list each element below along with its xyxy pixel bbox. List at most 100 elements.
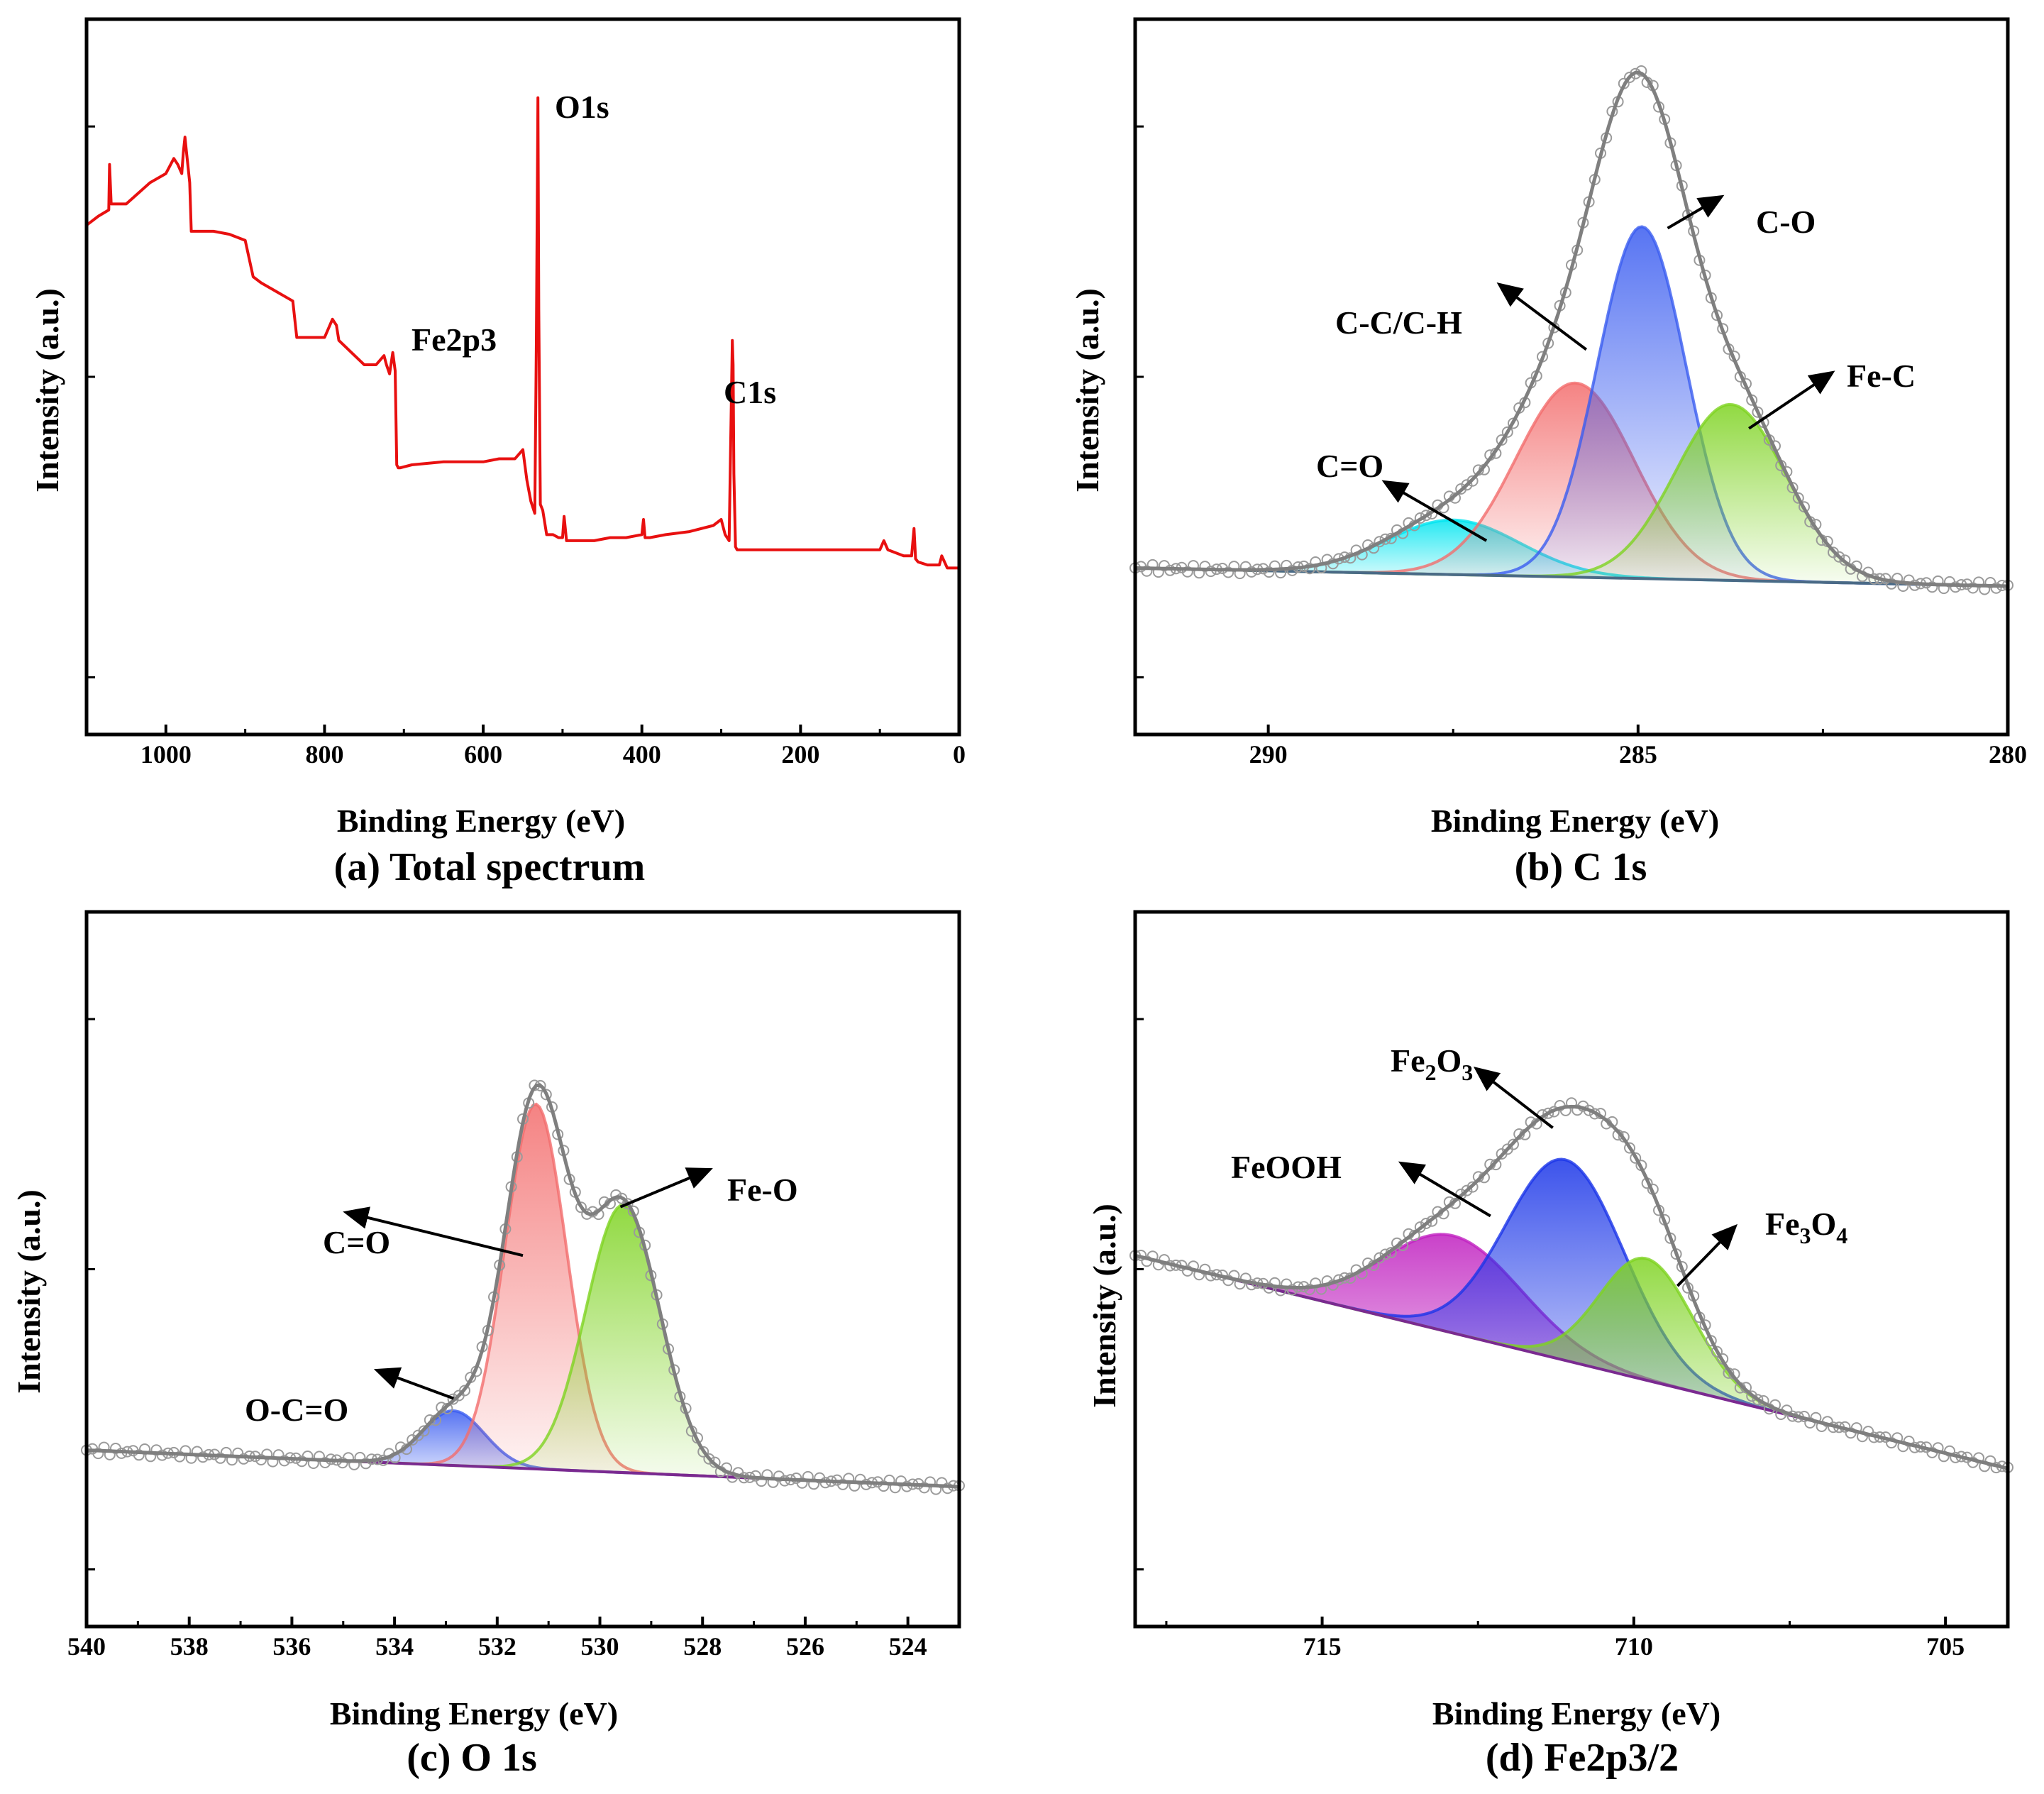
plot-c: 540 538 536 534 532 530 528 526 524 [67,910,965,1661]
raw-data-point [709,1456,721,1468]
xtick-label: 715 [1303,1632,1342,1661]
raw-data-point [1752,406,1764,418]
raw-data-point [1461,479,1473,491]
xtick-label: 285 [1619,740,1657,769]
panel-c-caption: (c) O 1s [407,1736,537,1780]
raw-data-point [1246,566,1257,578]
raw-data-point [918,1482,930,1494]
xtick-label: 532 [478,1632,516,1661]
panel-b-label-c-double-o: C=O [1316,448,1383,484]
panel-d-xlabel: Binding Energy (eV) [1432,1695,1720,1732]
panel-d-label-fe2o3: Fe2O3 [1391,1042,1473,1085]
component-fill-fe-c [1135,404,2008,586]
raw-data-point [343,1452,354,1464]
raw-data-point [1420,1218,1432,1229]
raw-data-point [796,1477,808,1489]
raw-data-point [1496,434,1508,446]
panel-a-caption: (a) Total spectrum [334,845,646,889]
panel-a-label-c1s: C1s [724,374,776,410]
raw-data-point [575,1201,587,1214]
raw-data-point [540,1089,552,1101]
raw-data-point [1630,1152,1642,1164]
panel-b-label-cc-ch: C-C/C-H [1335,304,1462,341]
xtick-label: 534 [375,1632,414,1661]
raw-data-point [319,1457,331,1468]
raw-data-point [1501,426,1513,438]
raw-data-point [756,1475,768,1487]
raw-data-point [92,1448,104,1460]
raw-data-point [1420,510,1432,522]
panel-c-xlabel: Binding Energy (eV) [330,1695,618,1732]
raw-data-point [1222,566,1234,578]
xtick-label: 540 [67,1632,106,1661]
raw-data-point [1944,1445,1955,1457]
raw-data-point [837,1478,849,1490]
annotation-arrow [1748,370,1835,430]
panel-a-xlabel: Binding Energy (eV) [337,803,625,839]
annotation-arrow [1676,1223,1738,1287]
panel-b: Intensity (a.u.) Binding Energy (eV) (b)… [1069,204,1916,889]
panel-d-label-fe3o4: Fe3O4 [1765,1206,1847,1248]
panel-b-ylabel: Intensity (a.u.) [1069,288,1105,492]
raw-data-point [1304,1284,1315,1295]
xtick-label: 600 [464,740,502,769]
raw-data-point [1746,1390,1758,1402]
raw-data-point [1379,533,1391,545]
panel-b-caption: (b) C 1s [1515,845,1647,889]
raw-data-point [901,1480,913,1492]
panel-b-xlabel: Binding Energy (eV) [1431,803,1719,839]
annotation-arrow [1381,480,1488,542]
xtick-label: 200 [781,740,819,769]
raw-data-point [278,1455,290,1467]
raw-data-point [197,1451,209,1463]
component-fill-c-o [87,1104,959,1487]
panel-c: Intensity (a.u.) Binding Energy (eV) (c)… [11,1172,798,1780]
raw-data-point [1263,566,1275,578]
background-line [1134,566,2009,588]
raw-data-point [1461,1184,1473,1196]
raw-data-point [1455,483,1467,495]
plot-frame [84,17,961,737]
xtick-label: 800 [305,740,343,769]
plot-a: 1000 800 600 400 200 0 [84,17,966,769]
xtick-label: 526 [786,1632,824,1661]
fit-envelope [1134,70,2009,588]
raw-data-point [1926,581,1938,593]
raw-data-point [941,1482,954,1495]
panel-a-label-o1s: O1s [555,89,609,125]
raw-data-point [1752,1394,1764,1406]
plot-d: 715 710 705 [1129,910,2013,1661]
annotation-arrow [1473,1066,1554,1129]
raw-data-point [174,1451,186,1463]
panel-d: Intensity (a.u.) Binding Energy (eV) (d)… [1086,1042,1847,1780]
raw-data-point [1199,1263,1211,1275]
raw-data-point [447,1393,459,1405]
raw-data-point [1414,1221,1426,1233]
fit-envelope [86,1083,960,1489]
raw-data-point [1181,566,1193,578]
annotation-arrow [1496,282,1588,351]
panel-a: Intensity (a.u.) Binding Energy (eV) (a)… [29,89,776,889]
component-fill-fe2o3 [1135,1159,2008,1469]
panel-c-label-c-double-o: C=O [323,1224,390,1260]
raw-data-point [703,1453,715,1465]
annotation-arrow [1667,194,1725,230]
xtick-label: 530 [581,1632,619,1661]
panel-d-label-feooh: FeOOH [1231,1149,1342,1185]
raw-data-point [1792,492,1804,504]
panel-a-label-fe2p3: Fe2p3 [411,321,497,358]
xtick-label: 0 [953,740,966,769]
raw-data-point [1839,554,1851,566]
raw-data-point [610,1189,622,1201]
fit-envelope [1134,1104,2009,1470]
raw-data-point [1239,1272,1252,1284]
raw-data-point [1990,582,2002,594]
panel-c-label-fe-o: Fe-O [727,1172,798,1208]
raw-data-point [1833,551,1845,563]
raw-data-point [133,1449,145,1461]
panel-b-label-fe-c: Fe-C [1847,358,1916,394]
annotation-arrow [373,1367,455,1400]
raw-data-point [1711,1346,1723,1358]
raw-data-point [302,1451,314,1462]
xtick-label: 536 [272,1632,311,1661]
